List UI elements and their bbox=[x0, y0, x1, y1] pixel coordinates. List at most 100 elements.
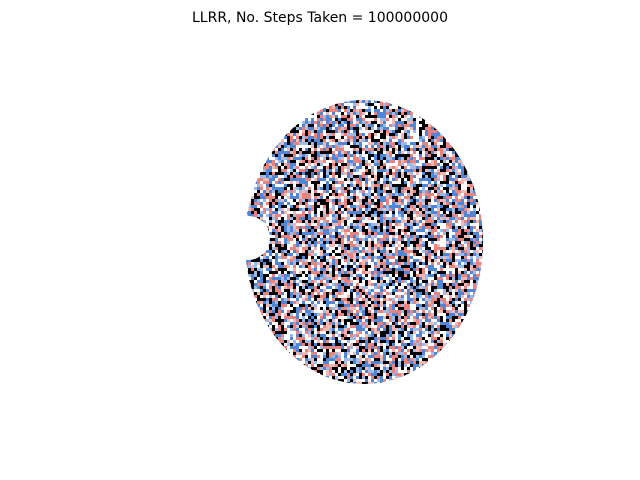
pattern-cell bbox=[410, 163, 413, 166]
pattern-cell bbox=[344, 271, 347, 274]
pattern-cell bbox=[392, 163, 395, 166]
pattern-cell bbox=[425, 247, 428, 250]
pattern-cell bbox=[416, 202, 419, 205]
pattern-cell bbox=[380, 205, 383, 208]
pattern-cell bbox=[335, 106, 338, 109]
pattern-cell bbox=[422, 277, 425, 280]
pattern-cell bbox=[305, 199, 308, 202]
pattern-cell bbox=[251, 277, 254, 280]
pattern-cell bbox=[419, 217, 422, 220]
pattern-cell bbox=[392, 256, 395, 259]
pattern-cell bbox=[362, 283, 365, 286]
pattern-cell bbox=[335, 214, 338, 217]
pattern-cell bbox=[350, 154, 353, 157]
pattern-cell bbox=[389, 157, 392, 160]
pattern-cell bbox=[449, 223, 452, 226]
pattern-cell bbox=[350, 232, 353, 235]
pattern-cell bbox=[353, 187, 356, 190]
pattern-cell bbox=[338, 316, 341, 319]
pattern-cell bbox=[344, 247, 347, 250]
pattern-cell bbox=[434, 292, 437, 295]
pattern-cell bbox=[314, 226, 317, 229]
pattern-cell bbox=[473, 292, 476, 295]
pattern-cell bbox=[374, 283, 377, 286]
pattern-cell bbox=[302, 256, 305, 259]
pattern-cell bbox=[308, 271, 311, 274]
pattern-cell bbox=[338, 265, 341, 268]
pattern-cell bbox=[410, 136, 413, 139]
pattern-cell bbox=[386, 136, 389, 139]
pattern-cell bbox=[281, 175, 284, 178]
pattern-cell bbox=[383, 148, 386, 151]
pattern-cell bbox=[290, 232, 293, 235]
pattern-cell bbox=[431, 193, 434, 196]
pattern-cell bbox=[467, 250, 470, 253]
pattern-cell bbox=[422, 247, 425, 250]
pattern-cell bbox=[314, 208, 317, 211]
pattern-cell bbox=[437, 148, 440, 151]
pattern-cell bbox=[479, 232, 482, 235]
pattern-cell bbox=[245, 262, 248, 265]
pattern-cell bbox=[335, 253, 338, 256]
pattern-cell bbox=[266, 292, 269, 295]
pattern-cell bbox=[413, 247, 416, 250]
pattern-cell bbox=[449, 166, 452, 169]
pattern-cell bbox=[359, 220, 362, 223]
pattern-cell bbox=[362, 112, 365, 115]
pattern-cell bbox=[332, 265, 335, 268]
pattern-cell bbox=[281, 256, 284, 259]
pattern-cell bbox=[314, 181, 317, 184]
pattern-cell bbox=[455, 292, 458, 295]
pattern-cell bbox=[437, 166, 440, 169]
pattern-cell bbox=[338, 268, 341, 271]
pattern-cell bbox=[365, 139, 368, 142]
pattern-cell bbox=[329, 283, 332, 286]
pattern-cell bbox=[413, 238, 416, 241]
pattern-cell bbox=[434, 178, 437, 181]
pattern-cell bbox=[428, 277, 431, 280]
pattern-cell bbox=[422, 154, 425, 157]
pattern-cell bbox=[368, 127, 371, 130]
pattern-cell bbox=[383, 235, 386, 238]
pattern-cell bbox=[416, 142, 419, 145]
pattern-cell bbox=[368, 145, 371, 148]
pattern-cell bbox=[341, 256, 344, 259]
pattern-cell bbox=[254, 205, 257, 208]
pattern-cell bbox=[443, 223, 446, 226]
pattern-cell bbox=[314, 262, 317, 265]
pattern-cell bbox=[473, 265, 476, 268]
pattern-cell bbox=[374, 286, 377, 289]
pattern-cell bbox=[443, 175, 446, 178]
pattern-cell bbox=[308, 136, 311, 139]
pattern-cell bbox=[368, 244, 371, 247]
pattern-cell bbox=[302, 205, 305, 208]
pattern-cell bbox=[359, 247, 362, 250]
pattern-cell bbox=[395, 244, 398, 247]
pattern-cell bbox=[362, 280, 365, 283]
pattern-cell bbox=[383, 298, 386, 301]
pattern-cell bbox=[383, 214, 386, 217]
pattern-cell bbox=[437, 172, 440, 175]
pattern-cell bbox=[311, 172, 314, 175]
pattern-cell bbox=[407, 271, 410, 274]
pattern-cell bbox=[350, 190, 353, 193]
pattern-cell bbox=[353, 241, 356, 244]
pattern-cell bbox=[347, 223, 350, 226]
pattern-cell bbox=[296, 133, 299, 136]
pattern-cell bbox=[392, 217, 395, 220]
pattern-cell bbox=[332, 262, 335, 265]
pattern-cell bbox=[287, 166, 290, 169]
pattern-cell bbox=[392, 292, 395, 295]
pattern-cell bbox=[434, 163, 437, 166]
pattern-cell bbox=[338, 190, 341, 193]
pattern-cell bbox=[437, 157, 440, 160]
pattern-cell bbox=[266, 202, 269, 205]
pattern-cell bbox=[299, 280, 302, 283]
pattern-cell bbox=[308, 178, 311, 181]
pattern-cell bbox=[437, 193, 440, 196]
pattern-cell bbox=[266, 247, 269, 250]
pattern-cell bbox=[353, 118, 356, 121]
pattern-cell bbox=[455, 238, 458, 241]
pattern-cell bbox=[449, 214, 452, 217]
pattern-cell bbox=[443, 151, 446, 154]
